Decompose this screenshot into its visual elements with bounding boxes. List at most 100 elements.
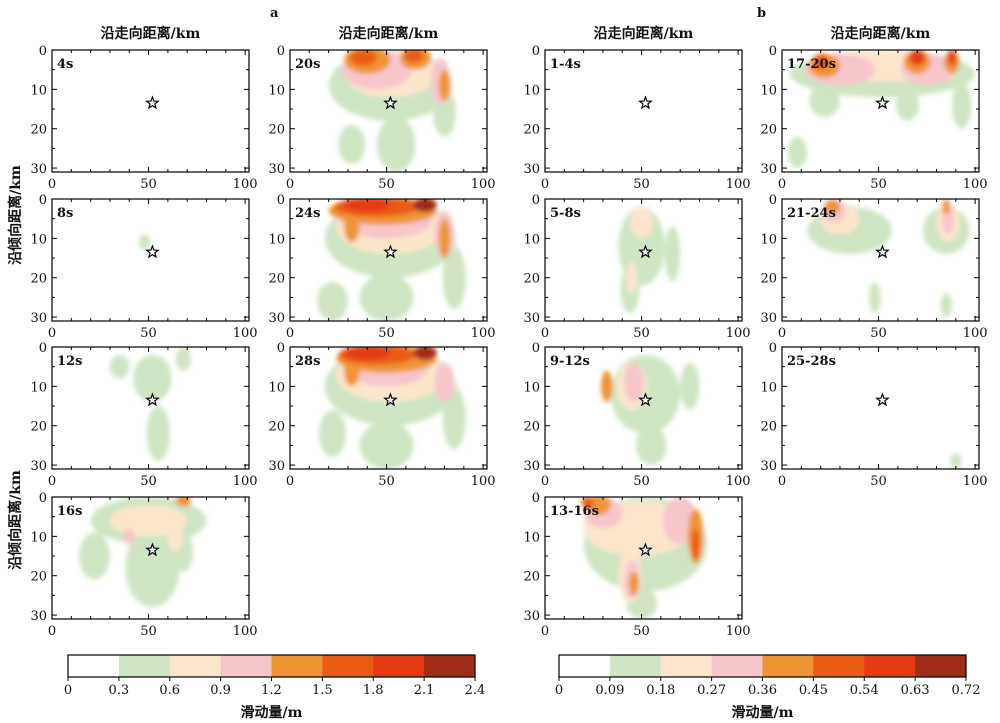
slip-patch	[376, 116, 416, 172]
x-tick-label: 100	[963, 326, 988, 341]
y-tick-label: 10	[523, 380, 540, 395]
x-tick-label: 50	[633, 177, 650, 192]
y-axis-label: 沿倾向距离/km	[7, 470, 24, 570]
y-tick-label: 0	[277, 193, 285, 208]
y-tick-label: 10	[523, 232, 540, 247]
panel-frame	[51, 346, 250, 470]
slip-patch	[812, 53, 829, 70]
y-tick-label: 0	[532, 341, 540, 356]
panel-time-label: 9-12s	[550, 354, 590, 369]
y-tick-label: 0	[39, 491, 47, 506]
slip-patch	[133, 354, 172, 403]
panel-frame	[544, 346, 743, 470]
slip-patch	[624, 362, 644, 403]
slip-patch	[146, 406, 170, 462]
x-tick-label: 0	[286, 474, 294, 489]
slip-patch	[787, 136, 808, 169]
x-tick-label: 50	[870, 326, 887, 341]
x-tick-label: 0	[286, 326, 294, 341]
y-tick-label: 30	[30, 311, 47, 326]
slip-patch	[338, 124, 366, 165]
colorbar-tick-label: 0	[64, 683, 72, 698]
x-tick-label: 50	[140, 474, 157, 489]
y-tick-label: 20	[268, 420, 285, 435]
panel-time-label: 16s	[57, 504, 82, 519]
y-tick-label: 30	[268, 459, 285, 474]
y-tick-label: 30	[760, 162, 777, 177]
y-tick-label: 30	[30, 609, 47, 624]
slip-panel-21-24s: 0 50 100 0 10 20 30 21-24s	[760, 193, 987, 341]
hypocenter-star-icon	[875, 95, 890, 110]
slip-patch	[581, 497, 594, 509]
x-tick-label: 50	[378, 326, 395, 341]
y-tick-label: 10	[523, 530, 540, 545]
y-tick-label: 0	[39, 341, 47, 356]
panel-frame	[289, 198, 488, 322]
y-tick-label: 0	[277, 44, 285, 59]
slip-patch	[868, 281, 881, 314]
slip-patch	[950, 453, 962, 469]
slip-panel-16s: 0 50 100 0 10 20 30 16s	[30, 491, 257, 639]
hypocenter-star-icon	[638, 392, 653, 407]
panel-time-label: 28s	[295, 354, 320, 369]
colorbar-tick-label: 2.1	[414, 683, 435, 698]
colorbar-swatch	[118, 655, 171, 677]
colorbar-swatch	[813, 655, 865, 677]
slip-patch	[442, 246, 466, 310]
slip-patch	[79, 532, 110, 580]
slip-patch	[109, 354, 130, 379]
colorbar-swatch	[322, 655, 374, 677]
hypocenter-star-icon	[383, 244, 398, 259]
slip-panel-28s: 0 50 100 0 10 20 30 28s	[268, 341, 495, 489]
slip-patch	[413, 347, 437, 360]
x-tick-label: 50	[870, 177, 887, 192]
x-tick-label: 50	[140, 177, 157, 192]
x-tick-label: 50	[870, 474, 887, 489]
colorbar-swatch	[559, 655, 611, 677]
y-tick-label: 20	[760, 272, 777, 287]
panel-frame	[51, 198, 250, 322]
y-tick-label: 0	[39, 44, 47, 59]
x-tick-label: 50	[378, 474, 395, 489]
y-tick-label: 30	[268, 162, 285, 177]
y-tick-label: 30	[523, 459, 540, 474]
colorbar-swatch	[220, 655, 272, 677]
slip-panel-4s: 0 50 100 0 10 20 30 4s	[30, 44, 257, 192]
slip-patch	[895, 89, 920, 121]
x-tick-label: 50	[140, 326, 157, 341]
y-tick-label: 10	[268, 380, 285, 395]
colorbar-tick-label: 0.3	[109, 683, 130, 698]
y-tick-label: 20	[760, 420, 777, 435]
panel-time-label: 13-16s	[550, 504, 599, 519]
colorbar-tick-label: 0	[555, 683, 563, 698]
x-tick-label: 0	[48, 326, 56, 341]
y-tick-label: 20	[268, 123, 285, 138]
x-tick-label: 0	[541, 177, 549, 192]
y-tick-label: 20	[760, 123, 777, 138]
colorbar-tick-label: 2.4	[465, 683, 486, 698]
x-tick-label: 0	[778, 177, 786, 192]
y-tick-label: 30	[523, 162, 540, 177]
slip-patch	[344, 199, 391, 212]
y-tick-label: 0	[769, 341, 777, 356]
hypocenter-star-icon	[875, 244, 890, 259]
y-tick-label: 10	[760, 83, 777, 98]
x-tick-label: 100	[233, 177, 258, 192]
colorbar-swatch	[424, 655, 476, 677]
y-tick-label: 10	[760, 232, 777, 247]
x-tick-label: 100	[233, 326, 258, 341]
slip-patch	[109, 504, 188, 537]
x-tick-label: 100	[471, 326, 496, 341]
y-axis-label: 沿倾向距离/km	[7, 165, 24, 265]
panel-time-label: 12s	[57, 354, 82, 369]
slip-patch	[167, 520, 184, 553]
x-tick-label: 50	[633, 474, 650, 489]
slip-panel-12s: 0 50 100 0 10 20 30 12s	[30, 341, 257, 489]
hypocenter-star-icon	[875, 392, 890, 407]
panel-time-label: 1-4s	[550, 57, 581, 72]
y-tick-label: 30	[30, 162, 47, 177]
y-tick-label: 0	[277, 341, 285, 356]
y-tick-label: 20	[30, 570, 47, 585]
colorbar-tick-label: 0.63	[901, 683, 930, 698]
